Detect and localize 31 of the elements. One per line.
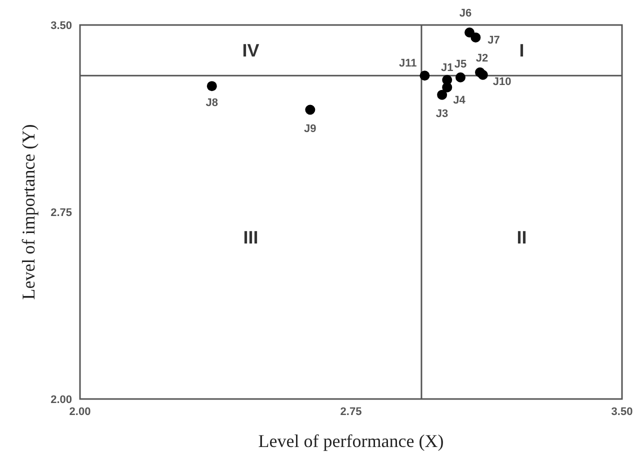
annotation: J2 xyxy=(476,52,488,64)
point xyxy=(206,81,217,92)
annotation: J8 xyxy=(206,97,218,110)
annotation: J6 xyxy=(459,7,472,20)
annotation: J10 xyxy=(492,76,512,88)
x-axis-title: Level of performance (X) xyxy=(258,431,444,451)
annotation: J9 xyxy=(304,122,316,135)
annotation: J11 xyxy=(398,58,417,70)
annotation: J4 xyxy=(453,94,466,106)
annotation: J1 xyxy=(440,62,454,74)
point xyxy=(470,32,481,42)
point xyxy=(478,70,488,80)
annotation: IV xyxy=(242,40,260,61)
x-tick-label: 3.50 xyxy=(611,406,633,418)
point xyxy=(305,104,316,115)
point xyxy=(420,70,430,81)
annotation: III xyxy=(243,228,258,248)
annotation: J5 xyxy=(454,58,467,70)
annotation: J3 xyxy=(436,108,448,120)
point xyxy=(437,90,448,100)
annotation: II xyxy=(516,228,527,248)
x-tick-label: 2.00 xyxy=(69,406,91,418)
y-tick-label: 2.75 xyxy=(50,206,72,219)
point xyxy=(442,82,452,92)
point xyxy=(455,72,466,82)
annotation: J7 xyxy=(488,34,500,46)
y-axis-title: Level of importance (Y) xyxy=(18,124,38,300)
annotation: I xyxy=(519,40,524,61)
y-tick-label: 3.50 xyxy=(50,20,72,32)
y-tick-label: 2.00 xyxy=(50,394,72,406)
x-tick-label: 2.75 xyxy=(340,406,362,418)
